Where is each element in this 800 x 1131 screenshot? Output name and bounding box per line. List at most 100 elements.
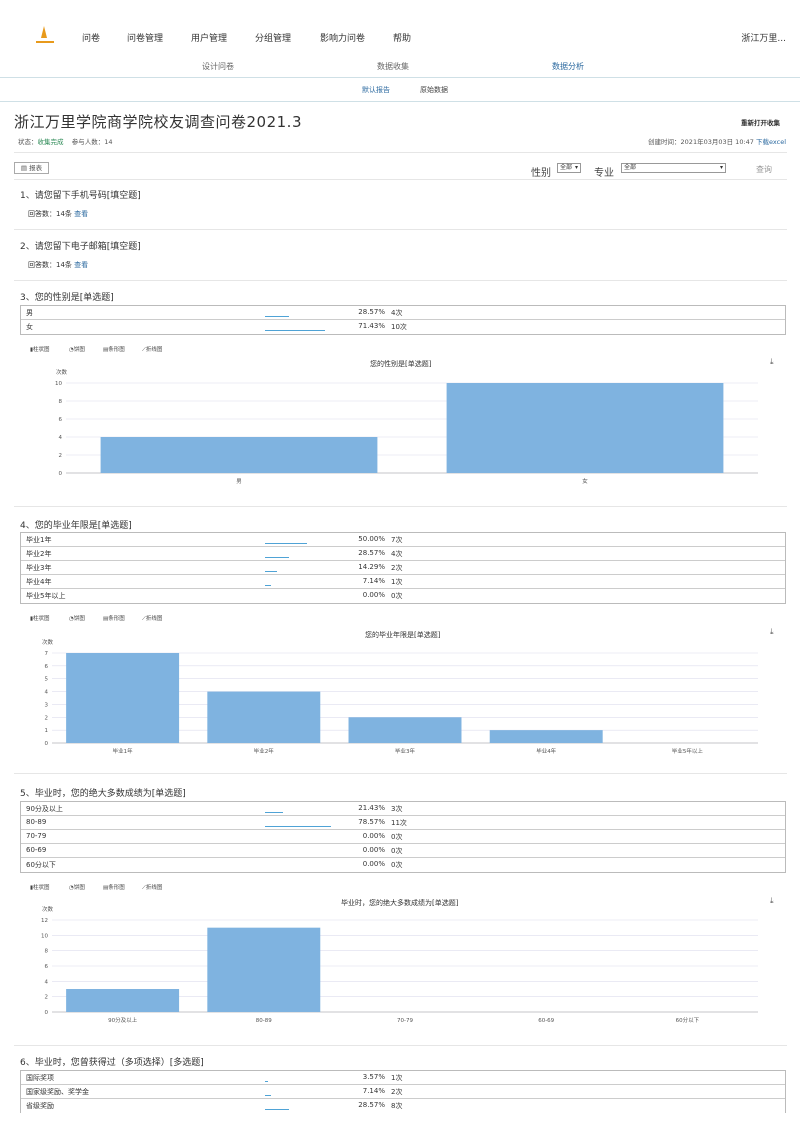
nav-item-user-management[interactable]: 用户管理 [191, 34, 228, 44]
view-answers-link[interactable]: 查看 [74, 210, 89, 218]
y-tick-label: 4 [45, 979, 49, 985]
bar[interactable] [207, 927, 321, 1012]
brand-logo-icon[interactable] [32, 24, 58, 46]
option-count: 0次 [391, 847, 403, 855]
option-percent: 28.57% [358, 308, 385, 316]
divider [14, 179, 787, 180]
tab-default-report[interactable]: 默认报告 [362, 86, 390, 94]
tab-raw-data[interactable]: 原始数据 [420, 86, 448, 94]
chart-type-line-chart[interactable]: ⟋折线图 [142, 883, 162, 892]
option-label: 毕业4年 [26, 578, 52, 586]
chart-type-bar-chart[interactable]: ▮柱状图 [30, 883, 50, 891]
nav-item-survey-management[interactable]: 问卷管理 [127, 34, 164, 44]
option-row: 60-69 0.00% 0次 [21, 844, 785, 858]
download-icon[interactable]: ⤓ [770, 627, 774, 636]
nav-item-help[interactable]: 帮助 [393, 34, 412, 44]
question-title: 5、毕业时，您的绝大多数成绩为[单选题] [20, 789, 186, 799]
user-menu[interactable]: 浙江万里... [741, 34, 786, 44]
reopen-collection-button[interactable]: 重新打开收集 [741, 119, 780, 127]
nav-item-influence-survey[interactable]: 影响力问卷 [320, 34, 366, 44]
chart-type-horizontal-bar[interactable]: ▤条形图 [103, 883, 125, 891]
nav-item-survey[interactable]: 问卷 [82, 34, 101, 44]
option-label: 毕业2年 [26, 550, 52, 558]
option-count: 11次 [391, 819, 407, 827]
y-tick-label: 0 [45, 1010, 49, 1016]
nav-item-group-management[interactable]: 分组管理 [255, 34, 292, 44]
option-percent-bar [265, 1081, 268, 1082]
view-answers-link[interactable]: 查看 [74, 261, 89, 269]
y-tick-label: 3 [45, 702, 49, 708]
y-tick-label: 2 [45, 995, 49, 1001]
page-title: 浙江万里学院商学院校友调查问卷2021.3 [14, 113, 302, 131]
bar[interactable] [207, 691, 321, 743]
option-count: 4次 [391, 309, 403, 317]
export-excel-link[interactable]: 下载excel [756, 138, 786, 146]
answer-count-value: 14条 [56, 210, 72, 218]
status-info: 状态：收集完成 参与人数：14 [18, 136, 113, 146]
option-row: 毕业3年 14.29% 2次 [21, 561, 785, 575]
subnav-design[interactable]: 设计问卷 [202, 62, 234, 71]
bar-chart: 次数 0 2 4 6 8 10 男 女 [55, 368, 758, 485]
option-percent: 3.57% [362, 1073, 385, 1081]
divider [14, 280, 787, 281]
report-icon: ▤ [20, 164, 28, 172]
created-time: 2021年03月03日 10:47 [680, 138, 754, 146]
x-tick-label: 毕业5年以上 [672, 747, 703, 755]
y-tick-label: 5 [45, 677, 49, 683]
bar[interactable] [348, 717, 462, 743]
subnav-collect[interactable]: 数据收集 [377, 62, 409, 71]
download-icon[interactable]: ⤓ [770, 357, 774, 366]
gender-select[interactable]: 全部 ▾ [557, 163, 581, 173]
y-tick-label: 0 [45, 741, 49, 747]
gender-filter-label: 性别 [531, 168, 551, 179]
divider [14, 152, 787, 153]
chart-type-line-chart[interactable]: ⟋折线图 [142, 614, 162, 623]
y-tick-label: 10 [55, 381, 62, 387]
chart-type-bar-chart[interactable]: ▮柱状图 [30, 345, 50, 353]
divider [0, 77, 800, 78]
option-label: 毕业3年 [26, 564, 52, 572]
top-nav: 问卷 问卷管理 用户管理 分组管理 影响力问卷 帮助 浙江万里... 设计问卷 … [0, 0, 800, 75]
option-row: 毕业2年 28.57% 4次 [21, 547, 785, 561]
subnav-analysis[interactable]: 数据分析 [552, 62, 584, 71]
bar[interactable] [100, 437, 378, 473]
bar[interactable] [66, 989, 180, 1012]
option-count: 3次 [391, 805, 403, 813]
chart-type-horizontal-bar[interactable]: ▤条形图 [103, 614, 125, 622]
divider [0, 101, 800, 102]
horizontal-bar-icon: ▤ [103, 347, 109, 353]
option-percent: 0.00% [362, 846, 385, 854]
chart-type-label: 条形图 [108, 885, 125, 891]
chart-type-label: 柱状图 [33, 616, 50, 622]
bar[interactable] [489, 730, 603, 743]
x-tick-label: 毕业4年 [536, 747, 556, 755]
bar[interactable] [446, 383, 724, 473]
option-count: 10次 [391, 323, 407, 331]
option-row: 70-79 0.00% 0次 [21, 830, 785, 844]
y-tick-label: 6 [59, 417, 63, 423]
option-label: 60-69 [26, 846, 47, 854]
chart-type-pie-chart[interactable]: ◔饼图 [69, 614, 85, 622]
chart-type-horizontal-bar[interactable]: ▤条形图 [103, 345, 125, 353]
option-percent-bar [265, 330, 325, 331]
question-title: 2、请您留下电子邮箱[填空题] [20, 242, 141, 252]
download-icon[interactable]: ⤓ [770, 896, 774, 905]
option-count: 4次 [391, 550, 403, 558]
chart-title: 毕业时，您的绝大多数成绩为[单选题] [341, 899, 459, 907]
query-button[interactable]: 查询 [756, 165, 772, 174]
chart-title: 您的毕业年限是[单选题] [365, 631, 441, 639]
created-label: 创建时间： [648, 138, 681, 146]
option-count: 2次 [391, 564, 403, 572]
bar-chart-icon: ▮ [30, 616, 34, 622]
chart-type-bar-chart[interactable]: ▮柱状图 [30, 614, 50, 622]
option-percent-bar [265, 557, 289, 558]
report-button[interactable]: ▤ 报表 [14, 162, 49, 174]
bar-chart: 次数 0 2 4 6 8 10 12 90分及以上 80-89 70-79 60-69 60分以下 [41, 905, 758, 1024]
chart-type-pie-chart[interactable]: ◔饼图 [69, 345, 85, 353]
pie-chart-icon: ◔ [69, 885, 74, 891]
chart-type-pie-chart[interactable]: ◔饼图 [69, 883, 85, 891]
bar[interactable] [66, 653, 180, 743]
gender-select-value: 全部 [560, 164, 573, 171]
chart-type-line-chart[interactable]: ⟋折线图 [142, 345, 162, 354]
major-select[interactable]: 全部 ▾ [621, 163, 726, 173]
